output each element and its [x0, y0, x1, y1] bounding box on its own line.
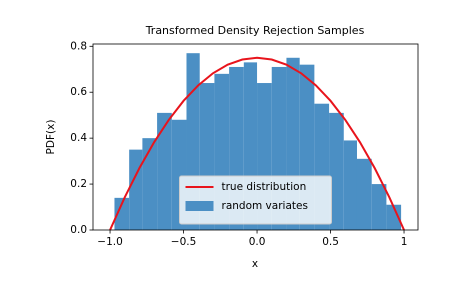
- legend-label: random variates: [222, 200, 308, 212]
- chart-title: Transformed Density Rejection Samples: [145, 24, 365, 37]
- histogram-bar: [356, 158, 372, 230]
- histogram-bar: [114, 197, 130, 230]
- histogram-bar: [386, 204, 402, 230]
- y-axis-label: PDF(x): [45, 120, 57, 155]
- axes-frame: [92, 43, 419, 231]
- histogram-bar: [371, 184, 387, 230]
- legend-patch: [185, 201, 214, 211]
- histogram-bar: [343, 140, 357, 230]
- histogram-bar: [329, 112, 344, 230]
- y-tick-label: 0.0: [70, 224, 87, 236]
- y-tick-label: 0.2: [70, 178, 87, 190]
- y-tick-label: 0.4: [70, 132, 87, 144]
- legend-box: [179, 175, 332, 225]
- legend: true distribution random variates: [179, 175, 332, 225]
- histogram-bar: [142, 138, 158, 230]
- x-tick-label: 1: [401, 236, 408, 248]
- y-tick-label: 0.6: [70, 86, 87, 98]
- y-tick-label: 0.8: [70, 40, 87, 52]
- x-tick-label: 0.0: [249, 236, 266, 248]
- histogram-bar: [157, 112, 172, 230]
- x-tick-label: −0.5: [171, 236, 197, 248]
- x-axis-label: x: [252, 258, 258, 270]
- legend-label: true distribution: [222, 181, 307, 193]
- x-tick-label: 0.5: [322, 236, 339, 248]
- histogram-bar: [129, 149, 143, 230]
- line: [109, 56, 405, 231]
- x-tick-label: −1.0: [97, 236, 123, 248]
